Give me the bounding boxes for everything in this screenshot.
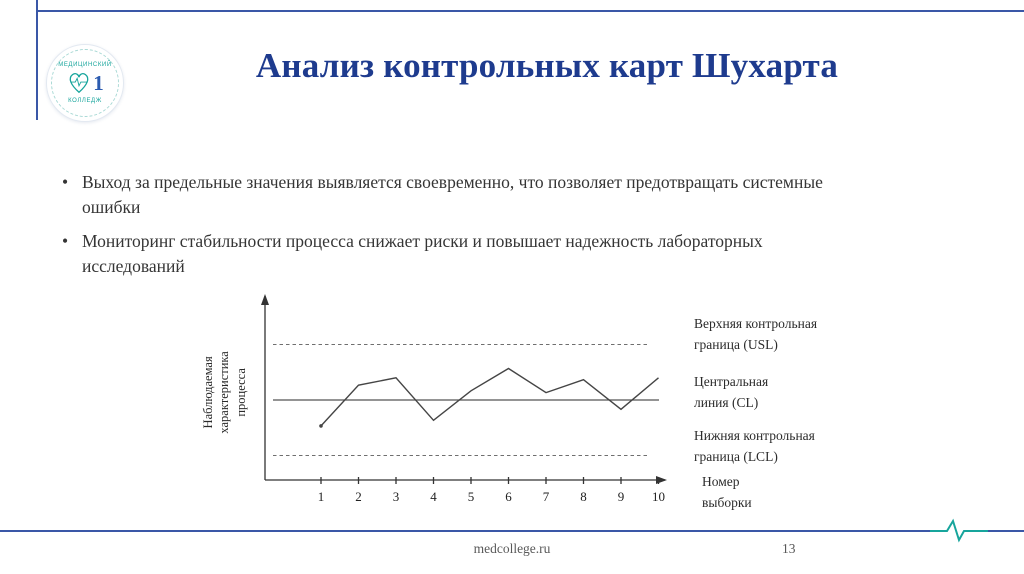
- bottom-border-line: [0, 530, 1024, 532]
- svg-text:1: 1: [318, 489, 325, 504]
- chart-x-axis-label: Номер выборки: [702, 474, 752, 510]
- svg-text:2: 2: [355, 489, 362, 504]
- medcollege-logo: МЕДИЦИНСКИЙ 1 КОЛЛЕДЖ: [46, 44, 124, 122]
- bullet-text: Мониторинг стабильности процесса снижает…: [82, 230, 763, 276]
- svg-text:5: 5: [468, 489, 475, 504]
- svg-text:6: 6: [505, 489, 512, 504]
- svg-text:4: 4: [430, 489, 437, 504]
- svg-text:10: 10: [652, 489, 665, 504]
- svg-text:8: 8: [580, 489, 587, 504]
- footer-site-text: medcollege.ru: [473, 541, 551, 556]
- lcl-line-label: Нижняя контрольная граница (LCL): [694, 428, 815, 464]
- ecg-pulse-icon: [930, 517, 988, 545]
- bullet-text: Выход за предельные значения выявляется …: [82, 172, 823, 217]
- cl-line-label: Центральная линия (CL): [694, 374, 769, 410]
- left-border-line: [36, 0, 38, 120]
- top-border-line: [36, 10, 1024, 12]
- chart-y-axis-label: Наблюдаемая характеристика процесса: [201, 351, 248, 434]
- bullet-list: Выход за предельные значения выявляется …: [58, 170, 828, 287]
- usl-line-label: Верхняя контрольная граница (USL): [694, 316, 818, 352]
- svg-text:7: 7: [543, 489, 550, 504]
- page-number: 13: [782, 541, 796, 556]
- bullet-item: Мониторинг стабильности процесса снижает…: [58, 229, 828, 279]
- ecg-pulse-line: [930, 518, 988, 543]
- slide-title: Анализ контрольных карт Шухарта: [255, 46, 839, 85]
- control-chart-plot: 1 2 3 4 5 6 7 8 9 10: [261, 294, 667, 504]
- logo-dashed-ring: [51, 49, 119, 117]
- bullet-item: Выход за предельные значения выявляется …: [58, 170, 828, 220]
- svg-text:9: 9: [618, 489, 625, 504]
- svg-text:3: 3: [393, 489, 400, 504]
